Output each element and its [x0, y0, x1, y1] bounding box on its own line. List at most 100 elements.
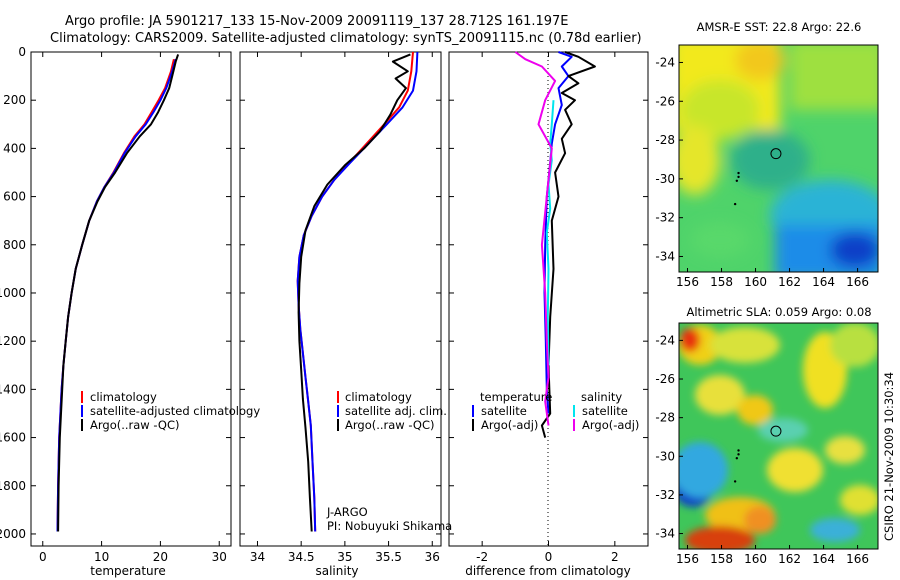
sst-mid-region — [690, 222, 750, 258]
y-tick-label: 1200 — [0, 334, 26, 348]
track-point — [737, 171, 740, 175]
sla-map-title: Altimetric SLA: 0.059 Argo: 0.08 — [686, 305, 871, 319]
salinity-y-ticks — [240, 51, 441, 535]
legend-swatch-climatology — [81, 391, 83, 403]
legend-swatch-satellite — [81, 405, 83, 417]
sst-y-ticks: -24 -26 -28 -30 -32 -34 — [655, 55, 683, 263]
sst-x-ticks: 156 158 160 162 164 166 — [676, 268, 869, 289]
sla-field-features — [679, 323, 878, 549]
y-tick-label: -28 — [655, 411, 675, 425]
legend-swatch-climatology — [337, 391, 339, 403]
track-point — [737, 449, 740, 452]
legend-swatch-temp-satellite — [472, 405, 474, 417]
y-tick-label: -32 — [655, 211, 675, 225]
x-tick-label: 158 — [710, 552, 733, 566]
sla-map-panel: Altimetric SLA: 0.059 Argo: 0.08 — [655, 305, 879, 566]
y-tick-label: -34 — [655, 249, 675, 263]
agency-label: J-ARGO — [326, 505, 368, 519]
y-tick-label: 600 — [3, 190, 26, 204]
sst-cool-region — [730, 130, 810, 190]
legend-label-climatology: climatology — [90, 390, 157, 404]
legend-label-temp-satellite: satellite — [481, 404, 527, 418]
sst-map-frame — [678, 44, 879, 273]
y-tick-label: 400 — [3, 141, 26, 155]
temperature-panel: 0 200 400 600 800 1000 1200 1400 1600 1800 2000 0 1… — [0, 45, 260, 578]
sla-high-region — [840, 485, 878, 515]
sla-high-region — [767, 448, 823, 492]
difference-lines — [514, 51, 596, 438]
y-tick-label: 800 — [3, 238, 26, 252]
sla-high-spot — [685, 526, 755, 549]
temperature-lines — [56, 54, 180, 532]
track-point — [733, 202, 737, 206]
x-tick-label: 20 — [153, 550, 168, 564]
legend-label-temp-argo: Argo(-adj) — [481, 418, 538, 432]
y-tick-label: -24 — [655, 333, 675, 347]
sla-high-spot — [680, 328, 700, 352]
sst-heatmap — [679, 45, 878, 272]
sst-argo-markers — [733, 148, 782, 206]
temperature-y-ticks: 0 200 400 600 800 1000 1200 1400 1600 1800 2000 — [0, 45, 231, 541]
salinity-lines — [296, 51, 419, 532]
y-tick-label: 0 — [18, 45, 26, 59]
series-line-satellite-adjusted-climatology — [56, 58, 177, 532]
x-tick-label: 164 — [812, 552, 835, 566]
sla-low-region — [679, 442, 728, 498]
y-tick-label: -24 — [655, 55, 675, 69]
y-tick-label: 1800 — [0, 479, 26, 493]
y-tick-label: -28 — [655, 133, 675, 147]
legend-label-climatology: climatology — [345, 390, 412, 404]
temperature-x-ticks: 0 10 20 30 — [39, 52, 227, 564]
y-tick-label: -32 — [655, 488, 675, 502]
x-tick-label: 10 — [94, 550, 109, 564]
series-line-argo-raw-qc- — [297, 53, 411, 532]
sst-map-title: AMSR-E SST: 22.8 Argo: 22.6 — [697, 20, 862, 34]
sla-low-region — [758, 418, 808, 442]
y-tick-label: -26 — [655, 94, 675, 108]
difference-x-label: difference from climatology — [465, 564, 631, 578]
sla-argo-markers — [733, 425, 782, 483]
track-point — [735, 457, 739, 460]
sla-high-region — [830, 323, 878, 367]
series-line-temperature-argo-adj- — [540, 51, 596, 438]
sst-cold-region — [830, 232, 878, 268]
sst-warm-region — [680, 80, 760, 140]
salinity-legend: climatology satellite adj. clim. Argo(..… — [337, 390, 447, 432]
x-tick-label: 160 — [744, 552, 767, 566]
temperature-axes-frame — [30, 51, 232, 547]
x-tick-label: 30 — [212, 550, 227, 564]
temperature-legend: climatology satellite-adjusted climatolo… — [81, 390, 260, 432]
argo-position-marker — [770, 148, 782, 160]
sla-high-region — [695, 375, 745, 415]
x-tick-label: 36 — [425, 550, 440, 564]
legend-label-sal-satellite: satellite — [582, 404, 628, 418]
temperature-x-label: temperature — [90, 564, 165, 578]
x-tick-label: -2 — [476, 550, 488, 564]
legend-swatch-sal-argo — [573, 419, 575, 431]
salinity-x-ticks: 34 34.5 35 35.5 36 — [250, 52, 440, 564]
sla-x-ticks: 156 158 160 162 164 166 — [676, 545, 869, 566]
sla-high-spot — [744, 506, 776, 534]
pi-label: PI: Nobuyuki Shikama — [327, 519, 452, 533]
y-tick-label: 200 — [3, 93, 26, 107]
salinity-panel: 34 34.5 35 35.5 36 salinity climatology sate… — [239, 51, 452, 578]
credit-label: CSIRO 21-Nov-2009 10:30:34 — [882, 372, 896, 541]
legend-title-temperature: temperature — [480, 390, 552, 404]
series-line-climatology — [296, 51, 414, 532]
y-tick-label: -26 — [655, 372, 675, 386]
figure-title-line2: Climatology: CARS2009. Satellite-adjuste… — [50, 31, 642, 46]
x-tick-label: 2 — [611, 550, 619, 564]
x-tick-label: 35 — [337, 550, 352, 564]
sla-low-region — [810, 518, 860, 542]
difference-panel: -2 0 2 difference from climatology tempera… — [448, 51, 649, 578]
x-tick-label: 166 — [846, 552, 869, 566]
legend-swatch-sal-satellite — [573, 405, 575, 417]
sst-warm-spot — [735, 45, 785, 80]
x-tick-label: 35.5 — [375, 550, 402, 564]
legend-swatch-temp-argo — [472, 419, 474, 431]
sst-field-features — [679, 45, 878, 272]
y-tick-label: 1000 — [0, 286, 26, 300]
x-tick-label: 164 — [812, 275, 835, 289]
legend-swatch-argo — [81, 419, 83, 431]
